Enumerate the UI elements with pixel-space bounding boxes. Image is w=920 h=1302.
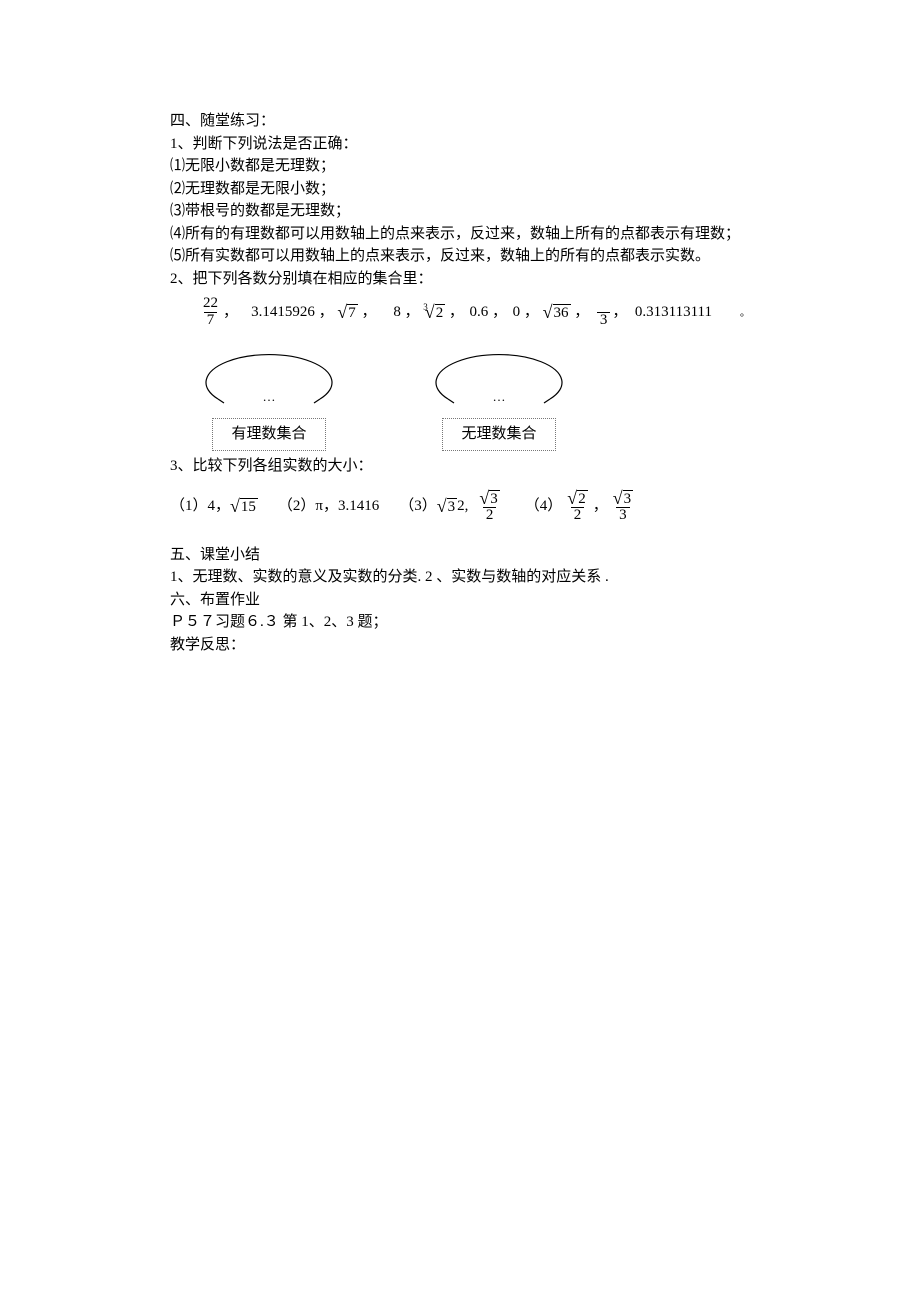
set-ellipsis: …	[493, 387, 506, 407]
q3-item-3: （3） √ 3 2, √ 3 2	[399, 489, 505, 524]
frac-num: √ 2	[564, 489, 590, 507]
sqrt-arg: 3	[623, 490, 634, 508]
q3-item-1: （1）4， √ 15	[170, 495, 258, 518]
q1-stem: 1、判断下列说法是否正确：	[170, 133, 750, 156]
q2-num-6: 0.6	[470, 301, 489, 324]
q3-4b-sqrt: √ 3	[613, 489, 633, 507]
q3-4-frac-a: √ 2 2	[564, 489, 590, 524]
comma: ，	[612, 301, 627, 324]
radical-icon: √	[230, 497, 240, 515]
sqrt-arg: 2	[577, 490, 588, 508]
q3-1-sqrt: √ 15	[230, 497, 258, 515]
q3-2-val: 3.1416	[338, 495, 379, 518]
q2-frac-over-3: 3	[597, 296, 611, 329]
q3-3-frac: √ 3 2	[476, 489, 502, 524]
teaching-reflection: 教学反思：	[170, 634, 750, 657]
set-ellipsis: …	[263, 387, 276, 407]
comma: ，	[449, 301, 464, 324]
frac-den: 3	[597, 312, 611, 329]
section-5-heading: 五、课堂小结	[170, 544, 750, 567]
sqrt-arg: 7	[347, 304, 358, 322]
comma: ，	[361, 301, 376, 324]
section-5-line1: 1、无理数、实数的意义及实数的分类. 2 、实数与数轴的对应关系 .	[170, 566, 750, 589]
q3-1-lead: （1）4，	[170, 495, 230, 518]
q2-frac-22-7: 22 7	[200, 296, 221, 329]
radical-icon: √	[613, 489, 623, 507]
radical-icon: √	[479, 489, 489, 507]
frac-den: 2	[571, 507, 585, 524]
irrational-set-block: … 无理数集合	[424, 339, 574, 451]
q2-num-7: 0	[513, 301, 521, 324]
rational-set-block: … 有理数集合	[194, 339, 344, 451]
frac-num: √ 3	[476, 489, 502, 507]
comma: ，	[524, 301, 539, 324]
frac-num: √ 3	[610, 489, 636, 507]
q3-4-lead: （4）	[525, 495, 563, 518]
radical-icon: √	[567, 489, 577, 507]
comma: ，	[319, 301, 334, 324]
q2-sets-row: … 有理数集合 … 无理数集合	[194, 339, 750, 451]
radical-icon: √	[425, 303, 435, 321]
q2-sqrt-36: √ 36	[543, 303, 571, 321]
section-6-heading: 六、布置作业	[170, 589, 750, 612]
q3-4-comma: ，	[593, 495, 608, 518]
q3-3-lead: （3）	[399, 495, 437, 518]
comma: ，	[405, 301, 420, 324]
q3-3-mid: 2,	[457, 495, 468, 518]
sqrt-arg: 36	[553, 304, 571, 322]
irrational-set-label: 无理数集合	[442, 418, 555, 451]
q2-number-list: 22 7 ， 3.1415926 ， √ 7 ， 8 ， 3 √ 2 ， 0.6…	[170, 296, 750, 329]
q2-cbrt-2: 3 √ 2	[423, 303, 445, 321]
q2-num-2: 3.1415926	[251, 301, 315, 324]
sqrt-arg: 3	[447, 498, 458, 516]
q1-c: ⑶带根号的数都是无理数；	[170, 200, 750, 223]
q2-num-10: 0.313113111	[635, 301, 712, 324]
bullet-icon: 。	[740, 306, 750, 321]
comma: ，	[223, 301, 238, 324]
q3-items: （1）4， √ 15 （2）π， 3.1416 （3） √ 3 2, √ 3 2…	[170, 489, 750, 524]
q2-sqrt-7: √ 7	[337, 303, 357, 321]
q3-stem: 3、比较下列各组实数的大小：	[170, 455, 750, 478]
q1-e: ⑸所有实数都可以用数轴上的点来表示，反过来，数轴上的所有的点都表示实数。	[170, 245, 750, 268]
q2-num-4: 8	[393, 301, 401, 324]
frac-den: 3	[616, 507, 630, 524]
radical-icon: √	[337, 303, 347, 321]
q3-3-sqrt: √ 3	[437, 497, 457, 515]
q3-3-frac-sqrt: √ 3	[479, 489, 499, 507]
radical-icon: √	[437, 497, 447, 515]
q1-b: ⑵无理数都是无限小数；	[170, 178, 750, 201]
radical-icon: √	[543, 303, 553, 321]
q1-d: ⑷所有的有理数都可以用数轴上的点来表示，反过来，数轴上所有的点都表示有理数；	[170, 223, 750, 246]
sqrt-arg: 15	[240, 498, 258, 516]
frac-num	[599, 296, 609, 312]
comma: ，	[574, 301, 589, 324]
q1-a: ⑴无限小数都是无理数；	[170, 155, 750, 178]
comma: ，	[492, 301, 507, 324]
sqrt-arg: 2	[435, 304, 446, 322]
q3-2-lead: （2）π，	[278, 495, 338, 518]
frac-num: 22	[200, 296, 221, 312]
sqrt-arg: 3	[489, 490, 500, 508]
q3-item-4: （4） √ 2 2 ， √ 3 3	[525, 489, 638, 524]
q3-item-2: （2）π， 3.1416	[278, 495, 379, 518]
frac-den: 7	[204, 312, 218, 329]
rational-set-label: 有理数集合	[212, 418, 325, 451]
section-6-line1: Ｐ５７习题６.３ 第 1、2、3 题；	[170, 611, 750, 634]
q2-stem: 2、把下列各数分别填在相应的集合里：	[170, 268, 750, 291]
q3-4a-sqrt: √ 2	[567, 489, 587, 507]
frac-den: 2	[483, 507, 497, 524]
section-4-heading: 四、随堂练习：	[170, 110, 750, 133]
q3-4-frac-b: √ 3 3	[610, 489, 636, 524]
